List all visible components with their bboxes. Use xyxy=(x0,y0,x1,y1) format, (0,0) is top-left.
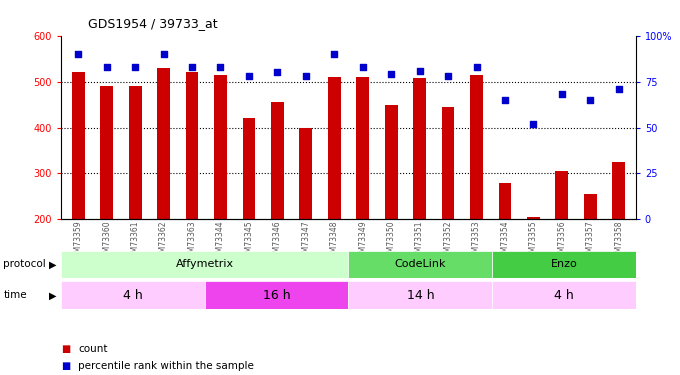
Bar xyxy=(584,194,596,311)
Bar xyxy=(441,107,454,311)
Text: 4 h: 4 h xyxy=(123,289,143,302)
Bar xyxy=(470,75,483,311)
Text: ■: ■ xyxy=(61,344,71,354)
Text: Enzo: Enzo xyxy=(551,260,577,269)
Bar xyxy=(492,251,636,278)
Bar xyxy=(413,78,426,311)
Point xyxy=(613,86,624,92)
Bar xyxy=(385,105,398,311)
Bar xyxy=(492,281,636,309)
Bar xyxy=(527,217,540,311)
Text: ▶: ▶ xyxy=(49,260,56,269)
Bar xyxy=(612,162,625,311)
Bar xyxy=(101,86,113,311)
Bar xyxy=(328,77,341,311)
Point xyxy=(386,71,396,77)
Bar xyxy=(129,86,141,311)
Point xyxy=(186,64,197,70)
Point xyxy=(414,68,425,74)
Text: Affymetrix: Affymetrix xyxy=(176,260,234,269)
Point xyxy=(443,73,454,79)
Bar xyxy=(61,281,205,309)
Bar xyxy=(498,183,511,311)
Text: ■: ■ xyxy=(61,361,71,370)
Text: count: count xyxy=(78,344,107,354)
Point xyxy=(243,73,254,79)
Bar xyxy=(556,171,568,311)
Text: CodeLink: CodeLink xyxy=(394,260,446,269)
Bar xyxy=(299,128,312,311)
Point xyxy=(272,69,283,75)
Text: 14 h: 14 h xyxy=(407,289,434,302)
Bar xyxy=(61,251,348,278)
Point xyxy=(528,121,539,127)
Text: protocol: protocol xyxy=(3,260,46,269)
Point xyxy=(215,64,226,70)
Text: 16 h: 16 h xyxy=(263,289,290,302)
Bar xyxy=(72,72,85,311)
Point xyxy=(73,51,84,57)
Bar xyxy=(186,72,199,311)
Text: GDS1954 / 39733_at: GDS1954 / 39733_at xyxy=(88,17,218,30)
Point xyxy=(357,64,368,70)
Point xyxy=(585,97,596,103)
Bar xyxy=(243,118,256,311)
Bar xyxy=(356,77,369,311)
Point xyxy=(556,92,567,98)
Text: time: time xyxy=(3,290,27,300)
Bar xyxy=(348,251,492,278)
Point xyxy=(329,51,340,57)
Point xyxy=(301,73,311,79)
Point xyxy=(101,64,112,70)
Text: percentile rank within the sample: percentile rank within the sample xyxy=(78,361,254,370)
Text: ▶: ▶ xyxy=(49,290,56,300)
Bar xyxy=(271,102,284,311)
Bar xyxy=(348,281,492,309)
Point xyxy=(130,64,141,70)
Bar xyxy=(157,68,170,311)
Point xyxy=(500,97,511,103)
Bar xyxy=(214,75,227,311)
Point xyxy=(158,51,169,57)
Bar xyxy=(205,281,348,309)
Point xyxy=(471,64,482,70)
Text: 4 h: 4 h xyxy=(554,289,574,302)
